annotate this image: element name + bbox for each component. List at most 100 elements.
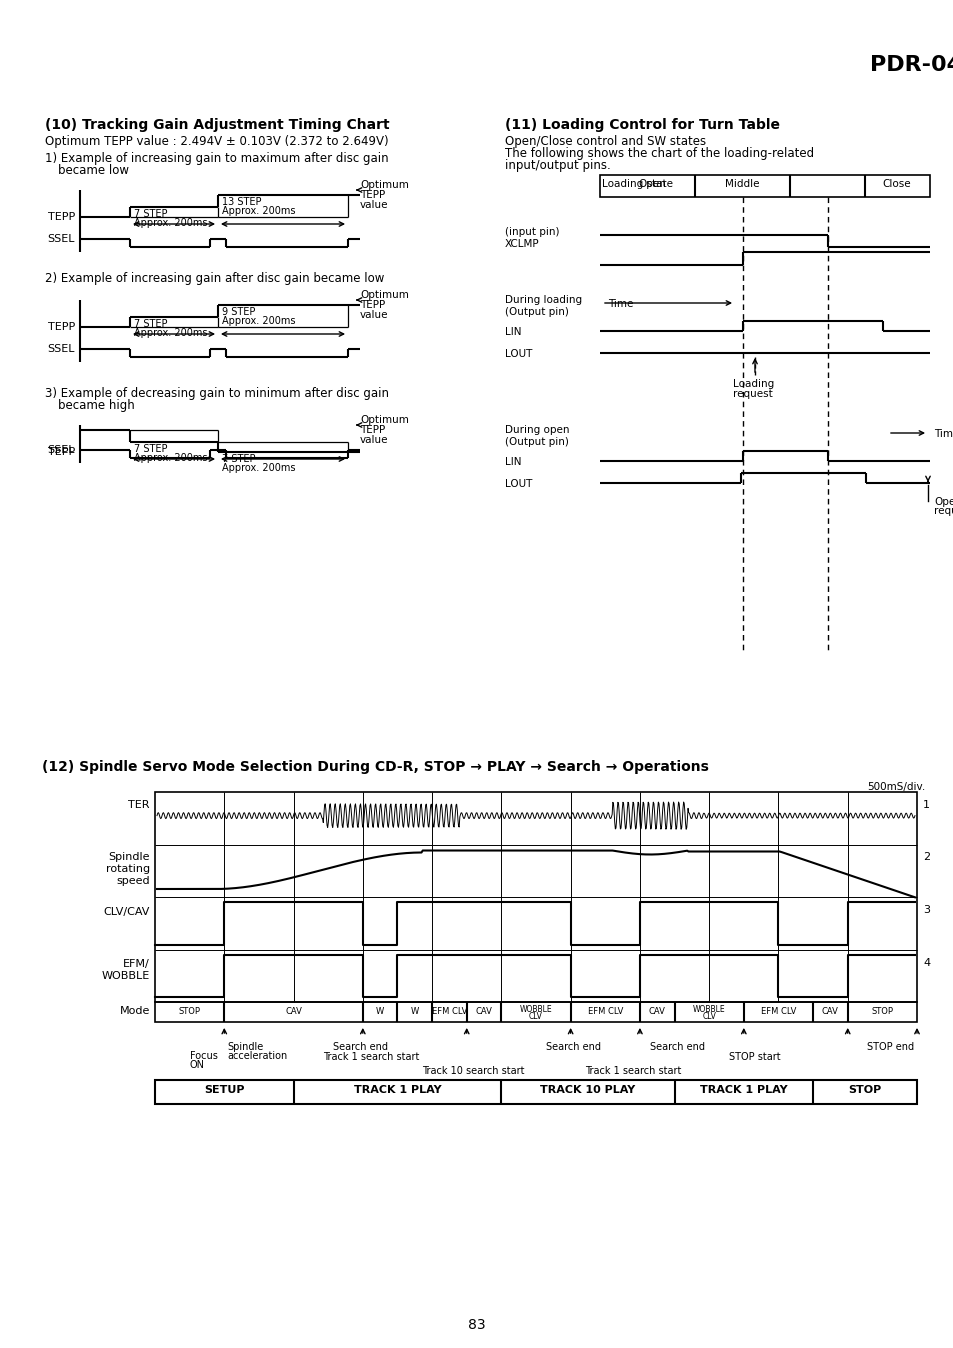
Text: CLV/CAV: CLV/CAV	[104, 907, 150, 917]
Text: Loading: Loading	[732, 379, 774, 390]
Text: STOP end: STOP end	[866, 1042, 914, 1051]
Text: (input pin): (input pin)	[504, 226, 558, 237]
Bar	[154, 793, 916, 1002]
Text: EFM CLV: EFM CLV	[760, 1007, 796, 1016]
Text: (12) Spindle Servo Mode Selection During CD-R, STOP → PLAY → Search → Operations: (12) Spindle Servo Mode Selection During…	[42, 760, 708, 774]
Text: 9 STEP: 9 STEP	[222, 307, 255, 317]
Text: 7 STEP: 7 STEP	[133, 209, 168, 218]
Text: 7 STEP: 7 STEP	[133, 443, 168, 454]
Text: ON: ON	[190, 1060, 205, 1070]
Text: Mode: Mode	[119, 1006, 150, 1016]
Text: Search end: Search end	[649, 1042, 704, 1051]
Text: 83: 83	[468, 1318, 485, 1332]
Text: became high: became high	[58, 399, 134, 412]
Text: TEPP: TEPP	[48, 448, 75, 457]
Text: CAV: CAV	[285, 1007, 302, 1016]
Text: Approx. 200ms: Approx. 200ms	[222, 462, 295, 473]
Text: Open: Open	[933, 497, 953, 507]
Text: WOBBLE: WOBBLE	[519, 1006, 552, 1014]
Text: TER: TER	[129, 799, 150, 810]
Text: Approx. 200ms: Approx. 200ms	[133, 218, 208, 228]
Text: LOUT: LOUT	[504, 349, 532, 359]
Text: Track 1 search start: Track 1 search start	[322, 1051, 418, 1062]
Text: CAV: CAV	[821, 1007, 838, 1016]
Text: 1: 1	[923, 799, 929, 810]
Text: TRACK 1 PLAY: TRACK 1 PLAY	[354, 1085, 441, 1095]
Text: EFM CLV: EFM CLV	[587, 1007, 622, 1016]
Text: value: value	[359, 435, 388, 445]
Text: TEPP: TEPP	[359, 190, 385, 200]
Text: EFM/
WOBBLE: EFM/ WOBBLE	[102, 960, 150, 981]
Text: Approx. 200ms: Approx. 200ms	[222, 315, 295, 326]
Text: XCLMP: XCLMP	[504, 239, 539, 249]
Text: value: value	[359, 310, 388, 319]
Text: Search end: Search end	[333, 1042, 388, 1051]
Text: 1) Example of increasing gain to maximum after disc gain: 1) Example of increasing gain to maximum…	[45, 152, 388, 164]
Bar	[599, 175, 929, 197]
Text: Open: Open	[638, 179, 665, 189]
Text: TEPP: TEPP	[48, 322, 75, 332]
Text: request: request	[933, 506, 953, 516]
Text: LIN: LIN	[504, 457, 521, 466]
Text: Approx. 200ms: Approx. 200ms	[133, 453, 208, 462]
Text: Spindle: Spindle	[227, 1042, 263, 1051]
Text: Optimum: Optimum	[359, 290, 409, 301]
Text: Middle: Middle	[724, 179, 759, 189]
Text: LIN: LIN	[504, 328, 521, 337]
Text: The following shows the chart of the loading-related: The following shows the chart of the loa…	[504, 147, 813, 160]
Text: CAV: CAV	[476, 1007, 492, 1016]
Text: TRACK 10 PLAY: TRACK 10 PLAY	[539, 1085, 635, 1095]
Text: Optimum: Optimum	[359, 415, 409, 425]
Text: Approx. 200ms: Approx. 200ms	[222, 206, 295, 216]
Text: Focus: Focus	[190, 1051, 217, 1061]
Text: Approx. 200ms: Approx. 200ms	[133, 328, 208, 338]
Text: W: W	[375, 1007, 384, 1016]
Text: TRACK 1 PLAY: TRACK 1 PLAY	[700, 1085, 787, 1095]
Text: CLV: CLV	[701, 1012, 716, 1020]
Text: 7 STEP: 7 STEP	[133, 319, 168, 329]
Text: 7 STEP: 7 STEP	[222, 454, 255, 464]
Text: STOP: STOP	[870, 1007, 892, 1016]
Text: Open/Close control and SW states: Open/Close control and SW states	[504, 135, 705, 148]
Text: 13 STEP: 13 STEP	[222, 197, 261, 208]
Text: Track 1 search start: Track 1 search start	[584, 1066, 681, 1076]
Text: Close: Close	[882, 179, 910, 189]
Text: During open: During open	[504, 425, 569, 435]
Text: Search end: Search end	[545, 1042, 600, 1051]
Text: (Output pin): (Output pin)	[504, 437, 568, 448]
Text: Time: Time	[933, 429, 953, 439]
Text: (11) Loading Control for Turn Table: (11) Loading Control for Turn Table	[504, 119, 780, 132]
Text: value: value	[359, 200, 388, 210]
Text: SSEL: SSEL	[48, 235, 75, 244]
Text: (10) Tracking Gain Adjustment Timing Chart: (10) Tracking Gain Adjustment Timing Cha…	[45, 119, 389, 132]
Text: Optimum TEPP value : 2.494V ± 0.103V (2.372 to 2.649V): Optimum TEPP value : 2.494V ± 0.103V (2.…	[45, 135, 388, 148]
Text: PDR-04: PDR-04	[869, 55, 953, 75]
Text: Track 10 search start: Track 10 search start	[421, 1066, 524, 1076]
Bar	[154, 1080, 916, 1104]
Text: STOP: STOP	[847, 1085, 881, 1095]
Text: input/output pins.: input/output pins.	[504, 159, 610, 173]
Text: STOP: STOP	[178, 1007, 200, 1016]
Text: WOBBLE: WOBBLE	[692, 1006, 724, 1014]
Text: W: W	[410, 1007, 418, 1016]
Text: 3: 3	[923, 905, 929, 915]
Text: Loading state: Loading state	[601, 179, 672, 189]
Text: SETUP: SETUP	[204, 1085, 244, 1095]
Text: LOUT: LOUT	[504, 479, 532, 489]
Text: Optimum: Optimum	[359, 181, 409, 190]
Text: (Output pin): (Output pin)	[504, 307, 568, 317]
Text: request: request	[732, 390, 772, 399]
Text: TEPP: TEPP	[359, 425, 385, 435]
Text: acceleration: acceleration	[227, 1051, 287, 1061]
Text: During loading: During loading	[504, 295, 581, 305]
Text: EFM CLV: EFM CLV	[432, 1007, 467, 1016]
Bar	[154, 1002, 916, 1022]
Text: Time: Time	[607, 299, 633, 309]
Text: TEPP: TEPP	[359, 301, 385, 310]
Text: CAV: CAV	[648, 1007, 665, 1016]
Text: CLV: CLV	[529, 1012, 542, 1020]
Text: TEPP: TEPP	[48, 212, 75, 222]
Text: 4: 4	[923, 957, 929, 968]
Text: SSEL: SSEL	[48, 445, 75, 456]
Text: SSEL: SSEL	[48, 344, 75, 355]
